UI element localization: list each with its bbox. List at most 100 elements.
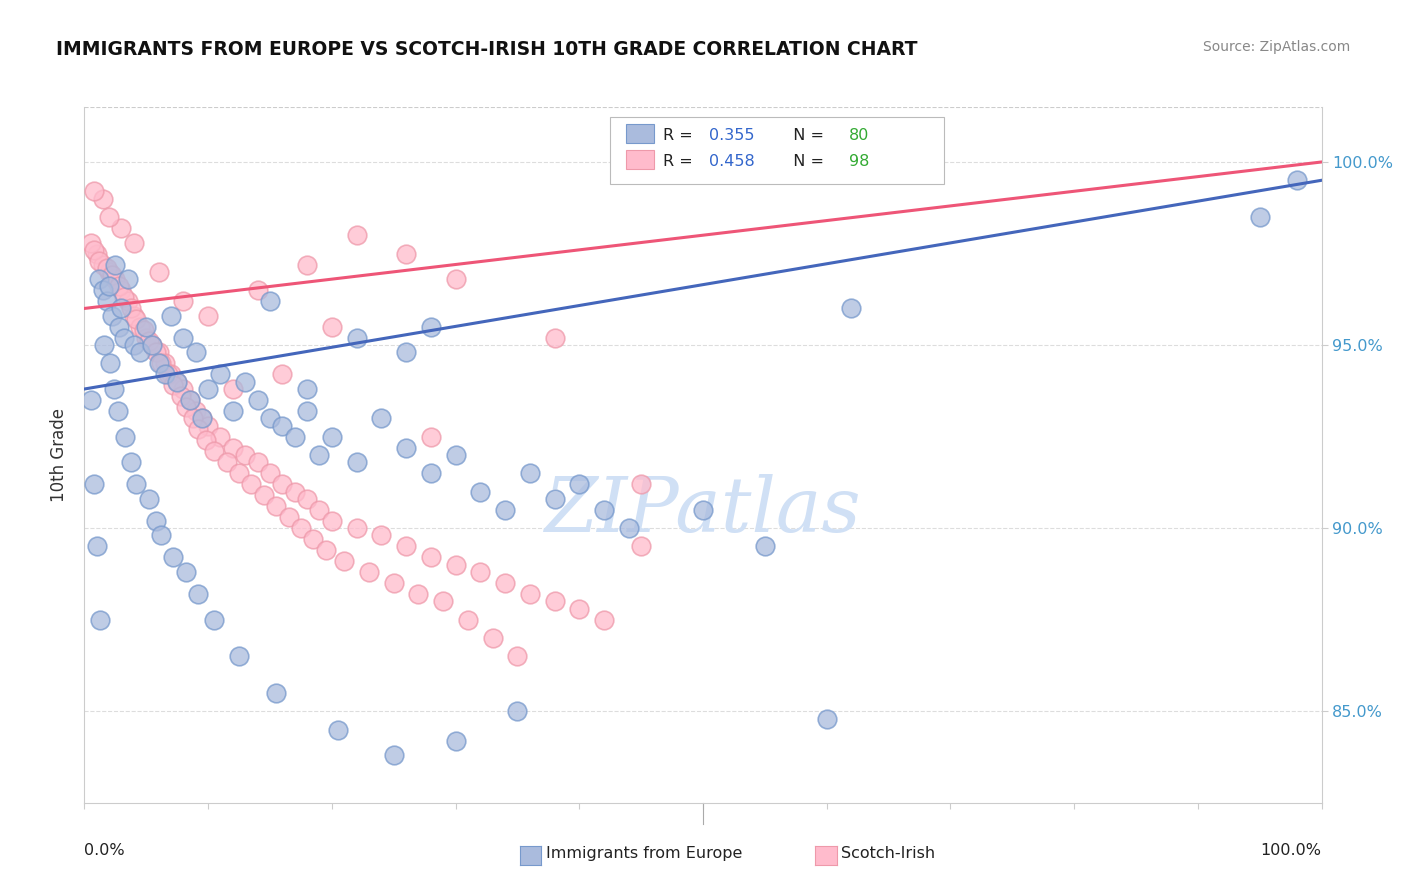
Point xyxy=(284,484,307,499)
Point xyxy=(346,228,368,243)
Point xyxy=(233,375,256,389)
Point xyxy=(519,587,541,601)
Point xyxy=(259,294,281,309)
Text: Immigrants from Europe: Immigrants from Europe xyxy=(546,847,742,861)
Point xyxy=(209,429,232,443)
Point xyxy=(148,356,170,370)
Point xyxy=(519,467,541,481)
Point xyxy=(290,521,312,535)
Point xyxy=(107,404,129,418)
Text: ZIPatlas: ZIPatlas xyxy=(544,474,862,548)
Point xyxy=(172,331,194,345)
Text: R =: R = xyxy=(664,153,699,169)
Point xyxy=(264,686,287,700)
Point xyxy=(148,345,170,359)
Point xyxy=(114,429,136,443)
Text: Scotch-Irish: Scotch-Irish xyxy=(841,847,935,861)
Point xyxy=(187,587,209,601)
Point xyxy=(100,309,122,323)
Point xyxy=(138,491,160,506)
Point xyxy=(181,411,204,425)
Point xyxy=(129,345,152,359)
Text: N =: N = xyxy=(783,153,830,169)
Text: R =: R = xyxy=(664,128,699,144)
Point xyxy=(160,309,183,323)
Text: IMMIGRANTS FROM EUROPE VS SCOTCH-IRISH 10TH GRADE CORRELATION CHART: IMMIGRANTS FROM EUROPE VS SCOTCH-IRISH 1… xyxy=(56,40,918,59)
Point xyxy=(321,514,343,528)
Point xyxy=(444,558,467,572)
Point xyxy=(494,576,516,591)
Point xyxy=(202,613,225,627)
Point xyxy=(129,319,152,334)
Point xyxy=(246,455,269,469)
Point xyxy=(98,210,121,224)
Point xyxy=(103,382,125,396)
Point xyxy=(179,392,201,407)
Point xyxy=(184,404,207,418)
Point xyxy=(108,319,131,334)
Point xyxy=(187,422,209,436)
Point xyxy=(692,503,714,517)
Point xyxy=(153,356,176,370)
Point xyxy=(117,294,139,309)
Point xyxy=(202,444,225,458)
Bar xyxy=(626,124,654,144)
Point xyxy=(162,378,184,392)
Point xyxy=(295,382,318,396)
Point xyxy=(91,258,114,272)
Point xyxy=(494,503,516,517)
Point xyxy=(444,272,467,286)
Point xyxy=(419,319,441,334)
Point xyxy=(215,455,238,469)
Point xyxy=(240,477,263,491)
Point xyxy=(170,389,193,403)
Point xyxy=(89,613,111,627)
Text: N =: N = xyxy=(783,128,830,144)
Point xyxy=(233,448,256,462)
Point xyxy=(617,521,640,535)
Point xyxy=(370,411,392,425)
Point xyxy=(395,246,418,260)
Point xyxy=(302,532,325,546)
Point xyxy=(630,477,652,491)
Point xyxy=(166,375,188,389)
Point xyxy=(122,309,145,323)
Point xyxy=(125,312,148,326)
Point xyxy=(419,550,441,565)
Text: 0.0%: 0.0% xyxy=(84,843,125,858)
Point xyxy=(125,477,148,491)
Point xyxy=(259,411,281,425)
Point xyxy=(93,338,115,352)
Point xyxy=(321,319,343,334)
Point xyxy=(506,704,529,718)
Point xyxy=(191,411,214,425)
Point xyxy=(346,521,368,535)
Point xyxy=(568,601,591,615)
Point xyxy=(79,235,101,250)
Bar xyxy=(626,150,654,169)
Point xyxy=(308,503,330,517)
Point xyxy=(284,429,307,443)
Point xyxy=(160,368,183,382)
Point xyxy=(166,375,188,389)
Point xyxy=(222,441,245,455)
Point xyxy=(104,258,127,272)
Y-axis label: 10th Grade: 10th Grade xyxy=(51,408,69,502)
Point xyxy=(135,331,157,345)
Point xyxy=(326,723,349,737)
Point xyxy=(86,540,108,554)
Point xyxy=(174,401,197,415)
Point xyxy=(1249,210,1271,224)
Point xyxy=(346,331,368,345)
Point xyxy=(209,368,232,382)
Point xyxy=(79,392,101,407)
Point xyxy=(96,261,118,276)
Point xyxy=(172,382,194,396)
Point xyxy=(98,356,121,370)
Text: 80: 80 xyxy=(849,128,869,144)
Text: 98: 98 xyxy=(849,153,869,169)
Point xyxy=(271,477,294,491)
Point xyxy=(228,649,250,664)
Point xyxy=(543,491,565,506)
Point xyxy=(120,301,142,316)
